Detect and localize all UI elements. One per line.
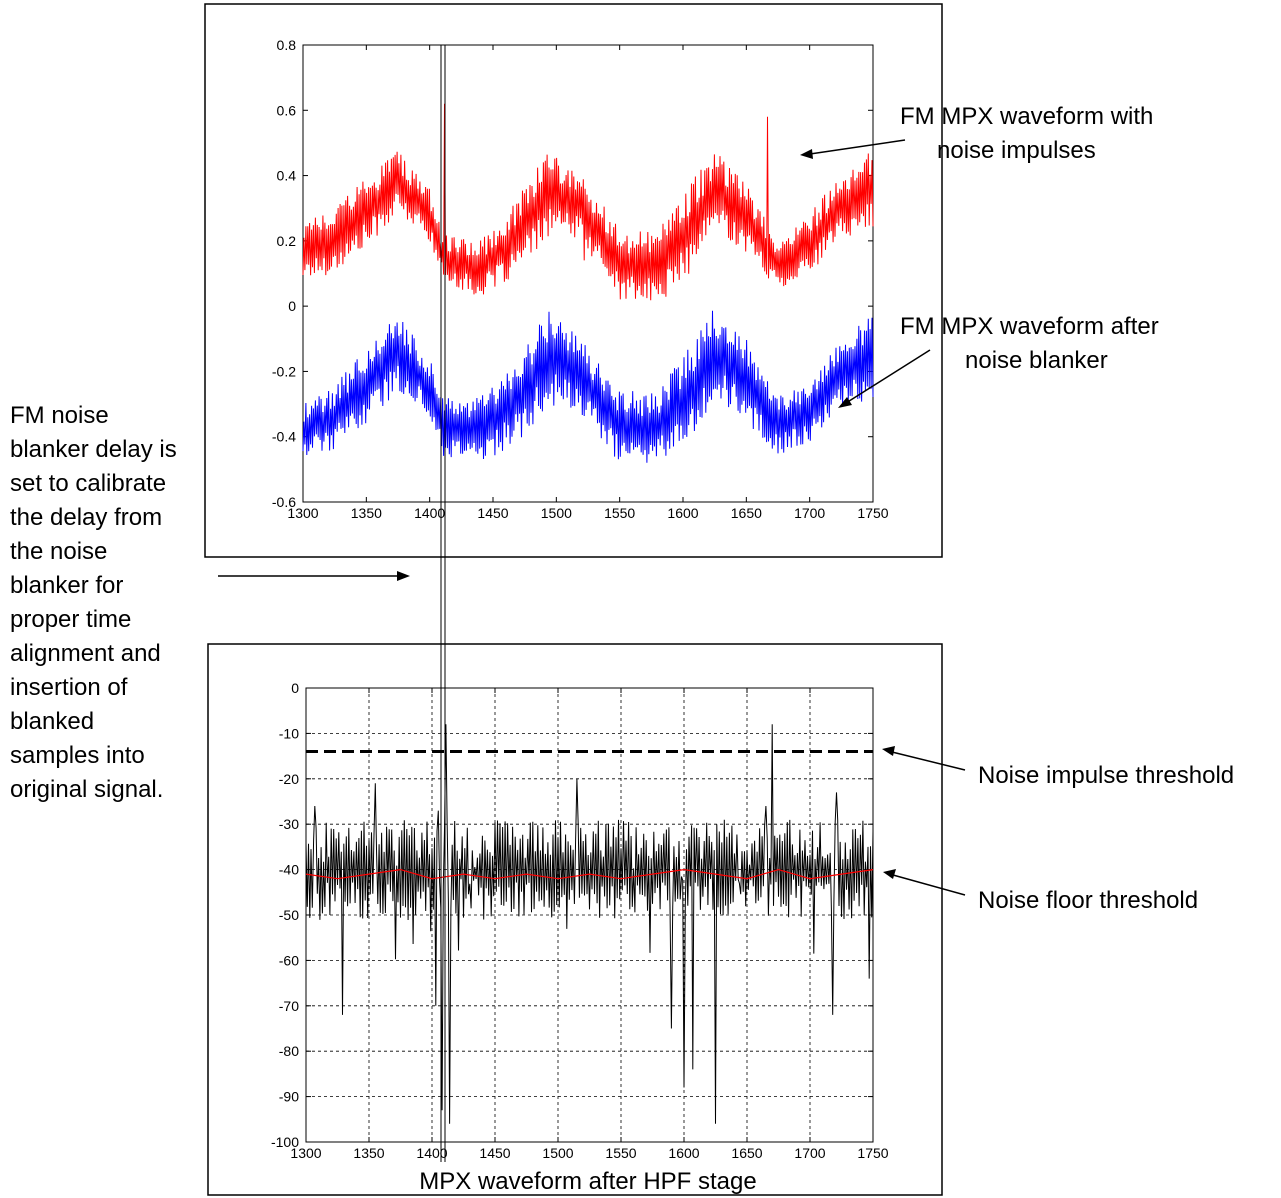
left-note-line: insertion of [10,674,128,701]
x-tick-label: 1600 [668,1145,699,1161]
x-tick-label: 1400 [414,505,445,521]
x-tick-label: 1650 [731,1145,762,1161]
y-tick-label: -60 [279,952,299,968]
y-tick-label: -90 [279,1089,299,1105]
series-hpf-output [305,724,874,1124]
annotation-impulse-threshold: Noise impulse threshold [978,762,1234,789]
left-note-line: blanker delay is [10,436,177,463]
y-tick-label: 0.2 [277,233,297,249]
x-tick-label: 1400 [416,1145,447,1161]
y-tick-label: -30 [279,816,299,832]
annotation-floor-threshold: Noise floor threshold [978,887,1198,914]
y-tick-label: -40 [279,862,299,878]
left-note-line: the noise [10,538,107,565]
arrow-impulse-threshold-head [882,746,895,756]
left-note-line: samples into [10,742,145,769]
x-tick-label: 1700 [794,1145,825,1161]
y-tick-label: 0.8 [277,37,297,53]
annotation-noisy-line: noise impulses [937,137,1096,164]
y-tick-label: 0 [288,298,296,314]
y-tick-label: -80 [279,1043,299,1059]
series-noisy-waveform [302,103,874,301]
x-tick-label: 1450 [479,1145,510,1161]
left-note: FM noise blanker delay is set to calibra… [10,402,177,803]
y-tick-label: 0.4 [277,168,297,184]
y-tick-label: -10 [279,725,299,741]
series-noise-floor [305,868,874,880]
y-tick-label: -50 [279,907,299,923]
bottom-caption: MPX waveform after HPF stage [419,1168,756,1195]
left-note-line: FM noise [10,402,109,429]
arrow-blanked [845,349,931,404]
y-tick-label: -70 [279,998,299,1014]
x-tick-label: 1500 [541,505,572,521]
x-tick-label: 1350 [353,1145,384,1161]
x-tick-label: 1350 [351,505,382,521]
x-tick-label: 1500 [542,1145,573,1161]
x-tick-label: 1600 [667,505,698,521]
x-tick-label: 1550 [605,1145,636,1161]
x-tick-label: 1300 [287,505,318,521]
x-tick-label: 1750 [857,1145,888,1161]
left-note-line: blanker for [10,572,123,599]
left-note-line: original signal. [10,776,163,803]
x-tick-label: 1450 [477,505,508,521]
x-tick-label: 1650 [731,505,762,521]
x-tick-label: 1750 [857,505,888,521]
left-note-line: the delay from [10,504,162,531]
arrow-floor-threshold-head [883,869,896,879]
annotation-noisy-line: FM MPX waveform with [900,103,1153,130]
y-tick-label: -0.2 [272,363,296,379]
y-tick-label: -0.4 [272,429,296,445]
arrow-impulse-threshold [891,751,966,771]
series-blanked-waveform [302,310,874,463]
y-tick-label: 0 [291,680,299,696]
arrow-noisy-head [800,149,813,159]
bottom-plot: 1300 1350 1400 1450 1500 1550 1600 1650 1700 1750… [271,680,889,1161]
delay-alignment-lines [440,45,446,1162]
left-note-arrowhead [397,571,410,581]
x-tick-label: 1700 [794,505,825,521]
x-tick-label: 1300 [290,1145,321,1161]
left-note-line: blanked [10,708,94,735]
y-tick-label: -100 [271,1134,299,1150]
bottom-panel-frame [207,643,943,1196]
left-note-line: proper time [10,606,131,633]
left-note-line: set to calibrate [10,470,166,497]
x-tick-label: 1550 [604,505,635,521]
arrow-floor-threshold [892,874,966,896]
top-plot: 1300 1350 1400 1450 1500 1550 1600 1650 1700 1750… [272,37,889,521]
y-tick-label: 0.6 [277,102,297,118]
y-tick-label: -20 [279,771,299,787]
y-tick-label: -0.6 [272,494,296,510]
arrow-noisy [809,139,906,155]
arrow-blanked-head [838,397,852,408]
annotation-blanked-line: FM MPX waveform after [900,313,1159,340]
annotation-blanked-line: noise blanker [965,347,1108,374]
top-panel-frame [204,3,943,558]
left-note-line: alignment and [10,640,161,667]
